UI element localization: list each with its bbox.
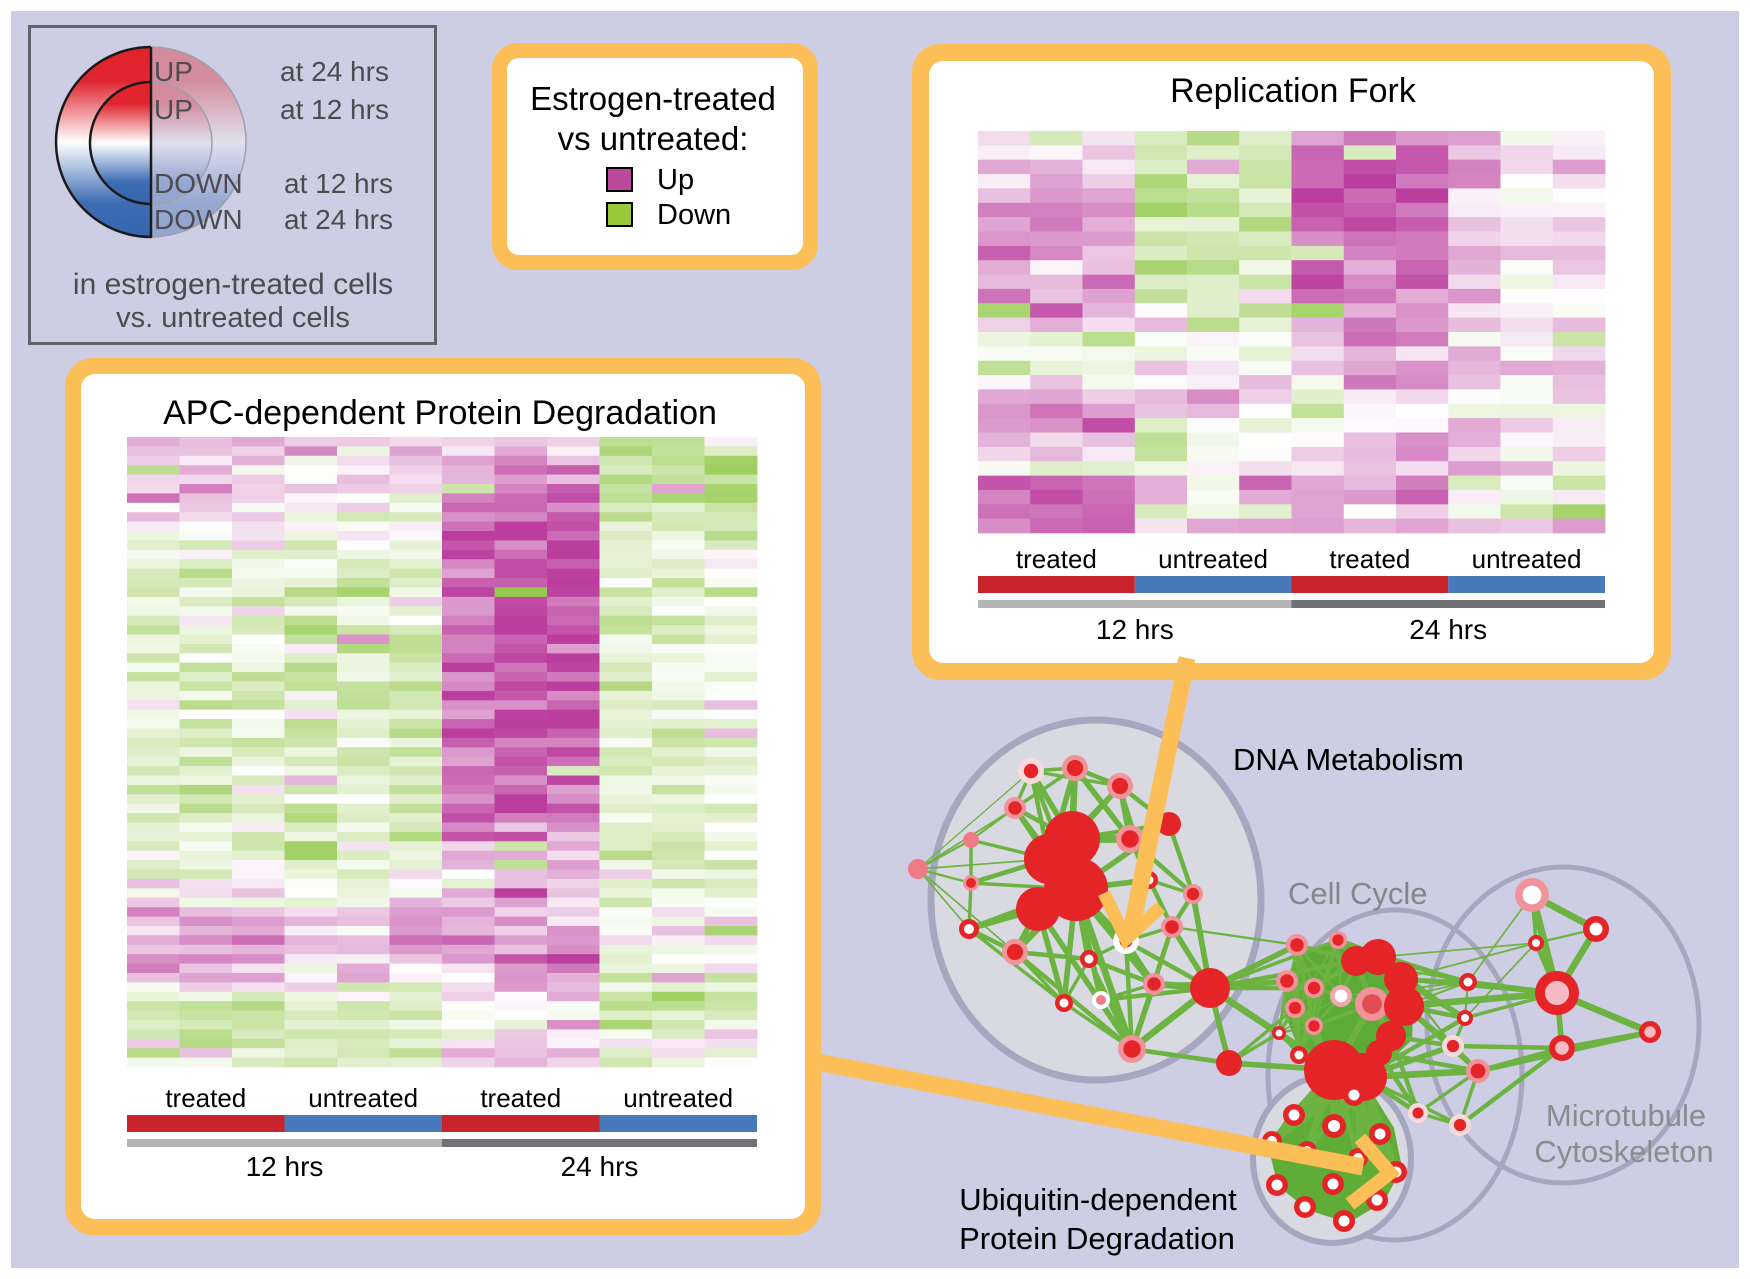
svg-text:24 hrs: 24 hrs	[1409, 614, 1487, 645]
svg-text:UP: UP	[154, 56, 193, 87]
svg-text:Replication Fork: Replication Fork	[1170, 72, 1417, 110]
svg-text:DOWN: DOWN	[154, 168, 243, 199]
svg-text:DNA Metabolism: DNA Metabolism	[1233, 742, 1464, 777]
svg-text:treated: treated	[165, 1083, 246, 1113]
svg-text:vs. untreated cells: vs. untreated cells	[116, 302, 350, 334]
svg-text:untreated: untreated	[308, 1083, 418, 1113]
svg-text:Up: Up	[657, 164, 694, 196]
svg-text:APC-dependent Protein Degradat: APC-dependent Protein Degradation	[163, 394, 717, 432]
svg-text:UP: UP	[154, 94, 193, 125]
svg-text:12 hrs: 12 hrs	[246, 1151, 324, 1182]
svg-text:untreated: untreated	[623, 1083, 733, 1113]
svg-text:treated: treated	[1329, 544, 1410, 574]
svg-text:Ubiquitin-dependent: Ubiquitin-dependent	[959, 1182, 1237, 1217]
svg-text:Protein Degradation: Protein Degradation	[959, 1221, 1235, 1256]
svg-text:Cytoskeleton: Cytoskeleton	[1534, 1134, 1713, 1169]
svg-text:in estrogen-treated cells: in estrogen-treated cells	[73, 268, 393, 301]
svg-text:Microtubule: Microtubule	[1546, 1098, 1706, 1133]
svg-text:vs untreated:: vs untreated:	[558, 120, 749, 157]
svg-text:untreated: untreated	[1158, 544, 1268, 574]
svg-text:24 hrs: 24 hrs	[561, 1151, 639, 1182]
svg-text:Estrogen-treated: Estrogen-treated	[530, 80, 776, 117]
svg-text:Cell Cycle: Cell Cycle	[1288, 876, 1428, 911]
svg-text:treated: treated	[480, 1083, 561, 1113]
svg-text:Down: Down	[657, 199, 731, 231]
svg-text:treated: treated	[1016, 544, 1097, 574]
svg-text:at 12 hrs: at 12 hrs	[280, 94, 389, 125]
svg-text:at 12 hrs: at 12 hrs	[284, 168, 393, 199]
svg-text:at 24 hrs: at 24 hrs	[284, 204, 393, 235]
svg-text:at 24 hrs: at 24 hrs	[280, 56, 389, 87]
svg-text:untreated: untreated	[1472, 544, 1582, 574]
svg-text:12 hrs: 12 hrs	[1096, 614, 1174, 645]
svg-text:DOWN: DOWN	[154, 204, 243, 235]
